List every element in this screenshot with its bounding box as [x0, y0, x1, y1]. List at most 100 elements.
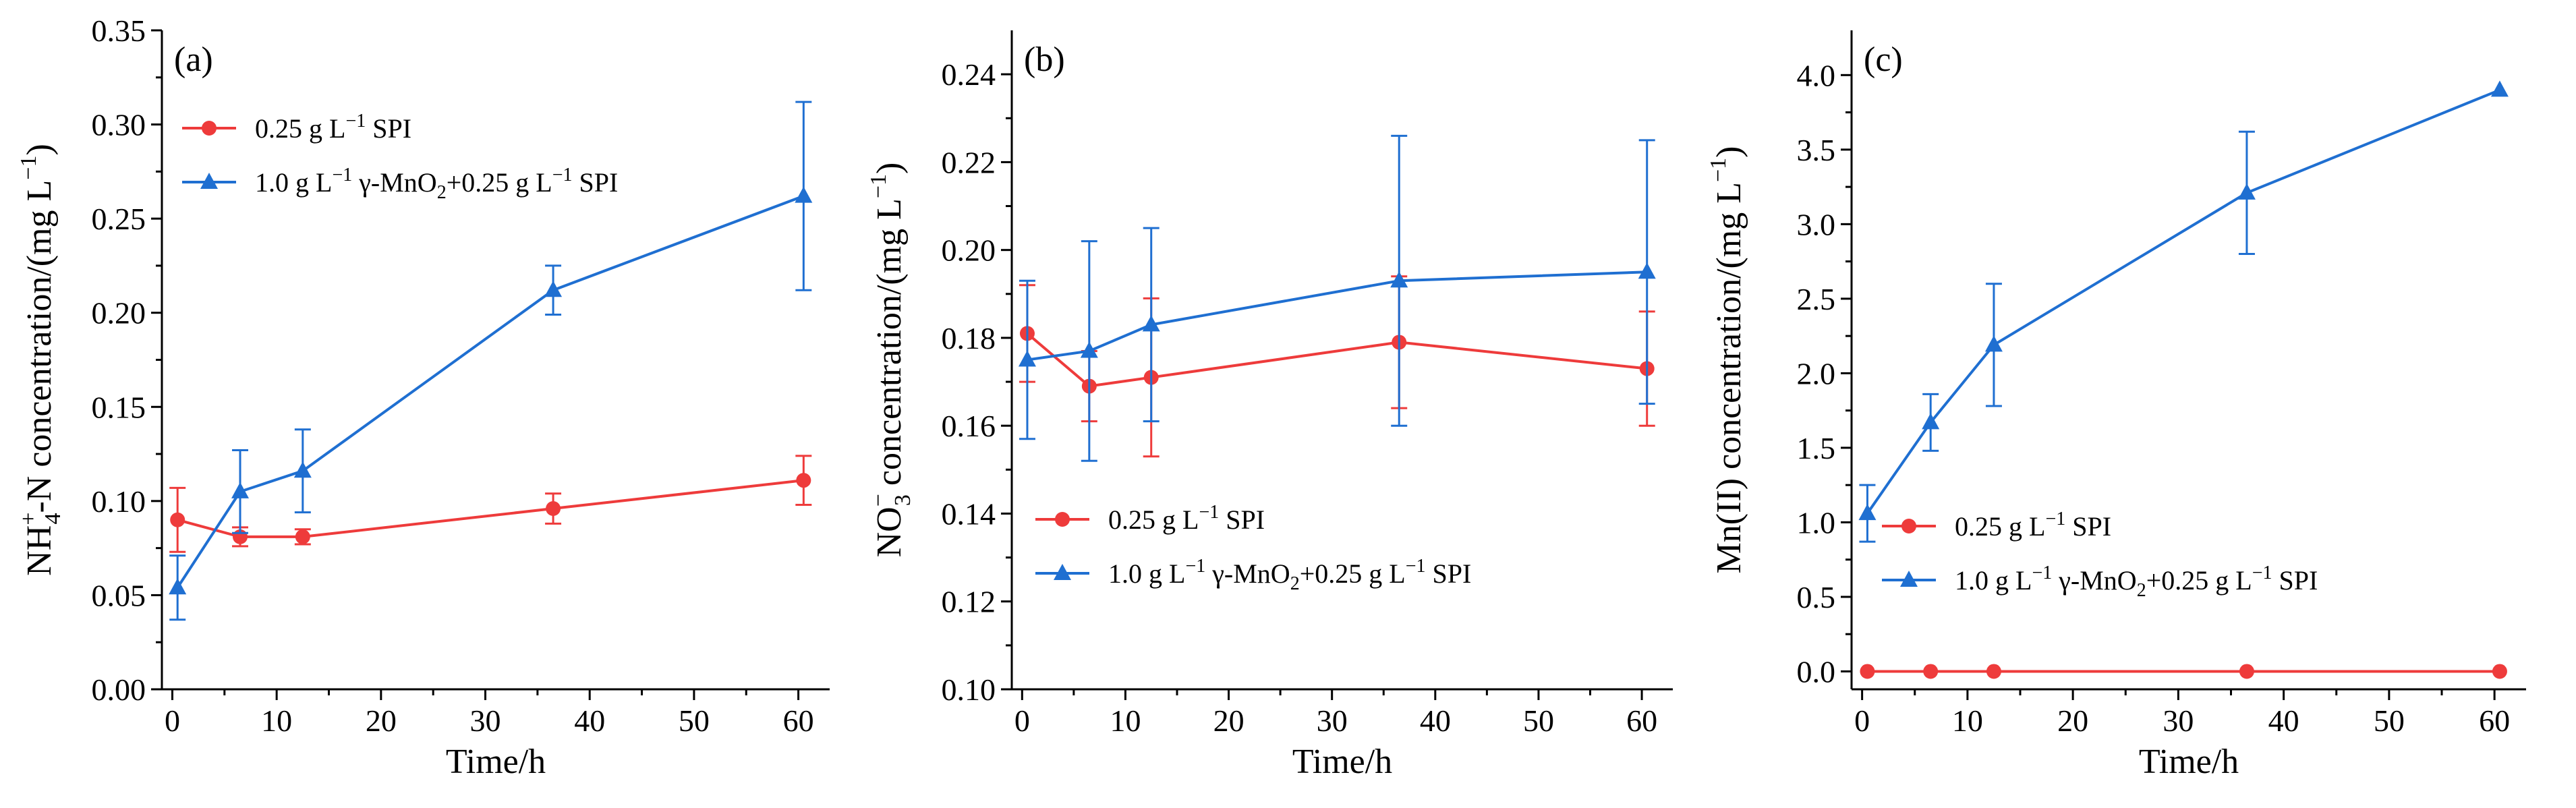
data-point-circle: [1986, 664, 2001, 679]
series-line: [176, 194, 805, 589]
data-point-triangle: [1858, 504, 1877, 521]
x-tick-label: 20: [2057, 703, 2088, 738]
data-point-triangle: [169, 578, 187, 595]
y-tick-label: 0.25: [92, 202, 146, 236]
x-axis-label: Time/h: [2139, 743, 2239, 781]
x-tick-label: 30: [1317, 703, 1348, 738]
data-point-triangle: [293, 461, 312, 478]
data-point-circle: [2492, 664, 2507, 679]
data-point-circle: [796, 473, 811, 488]
y-tick-label: 0.24: [942, 57, 996, 92]
x-tick-label: 30: [470, 703, 501, 738]
x-tick-label: 10: [1952, 703, 1983, 738]
y-tick-label: 0.35: [92, 13, 146, 48]
x-tick-label: 40: [574, 703, 605, 738]
y-tick-label: 3.5: [1797, 133, 1836, 167]
y-axis-label: Mn(II) concentration/(mg L−1): [1706, 146, 1748, 574]
x-tick-label: 20: [366, 703, 397, 738]
y-axis-label: NH+4-N concentration/(mg L−1): [16, 144, 65, 576]
legend-label: 1.0 g L−1 γ-MnO2+0.25 g L−1 SPI: [1955, 562, 2318, 601]
series-spi: [169, 455, 812, 553]
x-tick-label: 0: [1014, 703, 1030, 738]
data-point-circle: [2239, 664, 2254, 679]
legend-marker-triangle: [1054, 564, 1071, 580]
data-point-triangle: [2237, 183, 2256, 200]
legend-marker-triangle: [1900, 571, 1918, 587]
legend-marker-circle: [1901, 519, 1916, 533]
data-point-triangle: [1142, 315, 1160, 332]
series-spi: [1019, 275, 1655, 458]
legend-label: 1.0 g L−1 γ-MnO2+0.25 g L−1 SPI: [255, 165, 618, 203]
y-tick-label: 0.5: [1797, 580, 1836, 614]
chart-panel-c: 0 10 20 30 40 50 60 0.0 0.5 1.0 1.5 2.0 2.5 3.0 3.5 4.0…: [1706, 30, 2526, 781]
data-point-triangle: [1018, 350, 1036, 367]
x-tick-label: 60: [2479, 703, 2510, 738]
data-point-circle: [546, 501, 561, 517]
x-tick-label: 40: [1420, 703, 1451, 738]
panel-label: (b): [1024, 40, 1065, 79]
y-tick-label: 0.16: [942, 409, 996, 443]
legend-marker-triangle: [200, 173, 218, 189]
x-tick-label: 60: [1626, 703, 1657, 738]
series-line: [1027, 270, 1647, 362]
y-tick-label: 0.15: [92, 390, 146, 424]
series-line: [177, 479, 804, 538]
legend-label: 1.0 g L−1 γ-MnO2+0.25 g L−1 SPI: [1108, 556, 1471, 594]
chart-panel-b: 0 10 20 30 40 50 60 0.10 0.12 0.14 0.16 0.18 0.20 0.2…: [866, 30, 1673, 781]
series-line: [1026, 332, 1647, 388]
data-point-triangle: [1080, 341, 1098, 358]
data-point-circle: [1860, 664, 1875, 679]
x-tick-label: 30: [2163, 703, 2194, 738]
y-tick-label: 0.20: [942, 233, 996, 268]
y-tick-label: 1.5: [1797, 431, 1836, 465]
data-point-triangle: [1984, 335, 2003, 352]
x-tick-label: 10: [261, 703, 292, 738]
x-tick-label: 50: [1523, 703, 1554, 738]
x-axis-label: Time/h: [446, 743, 546, 781]
data-point-circle: [1923, 664, 1939, 679]
legend-label: 0.25 g L−1 SPI: [1108, 502, 1265, 535]
x-axis-label: Time/h: [1292, 743, 1392, 781]
series-line: [1866, 88, 2500, 515]
legend: 0.25 g L−1 SPI 1.0 g L−1 γ-MnO2+0.25 g L−…: [182, 111, 618, 203]
data-point-triangle: [1390, 271, 1408, 288]
x-tick-label: 60: [783, 703, 814, 738]
y-tick-label: 0.00: [92, 672, 146, 707]
legend-label: 0.25 g L−1 SPI: [255, 111, 411, 144]
x-tick-label: 50: [679, 703, 710, 738]
legend-label: 0.25 g L−1 SPI: [1955, 509, 2111, 542]
y-tick-label: 0.30: [92, 108, 146, 142]
y-tick-label: 0.05: [92, 578, 146, 612]
y-tick-label: 1.0: [1797, 505, 1836, 540]
y-tick-label: 2.0: [1797, 356, 1836, 391]
series-spi: [1860, 664, 2507, 679]
x-tick-label: 40: [2268, 703, 2299, 738]
y-tick-label: 0.22: [942, 145, 996, 179]
x-tick-label: 0: [1854, 703, 1870, 738]
data-point-circle: [170, 512, 185, 527]
y-tick-label: 0.0: [1797, 654, 1836, 689]
data-point-triangle: [795, 186, 813, 203]
y-tick-label: 0.10: [92, 484, 146, 519]
panel-label: (c): [1864, 40, 1903, 79]
x-tick-label: 50: [2374, 703, 2405, 738]
y-tick-label: 0.20: [92, 296, 146, 330]
data-point-triangle: [231, 482, 250, 498]
y-axis-label: NO−3 concentration/(mg L−1): [866, 163, 915, 558]
data-point-triangle: [1922, 413, 1940, 430]
legend-marker-circle: [1055, 512, 1070, 527]
series-mno2-spi: [1858, 80, 2509, 543]
x-tick-label: 20: [1213, 703, 1244, 738]
series-mno2-spi: [169, 100, 813, 621]
y-tick-label: 0.14: [942, 496, 996, 531]
y-tick-label: 0.18: [942, 321, 996, 355]
legend: 0.25 g L−1 SPI 1.0 g L−1 γ-MnO2+0.25 g L−…: [1035, 502, 1471, 594]
y-tick-label: 0.10: [942, 672, 996, 707]
x-tick-label: 0: [165, 703, 180, 738]
x-tick-label: 10: [1110, 703, 1141, 738]
y-tick-label: 4.0: [1797, 58, 1836, 92]
data-point-triangle: [544, 281, 563, 297]
data-point-circle: [295, 529, 310, 544]
y-tick-label: 3.0: [1797, 207, 1836, 241]
data-point-triangle: [1638, 262, 1656, 279]
